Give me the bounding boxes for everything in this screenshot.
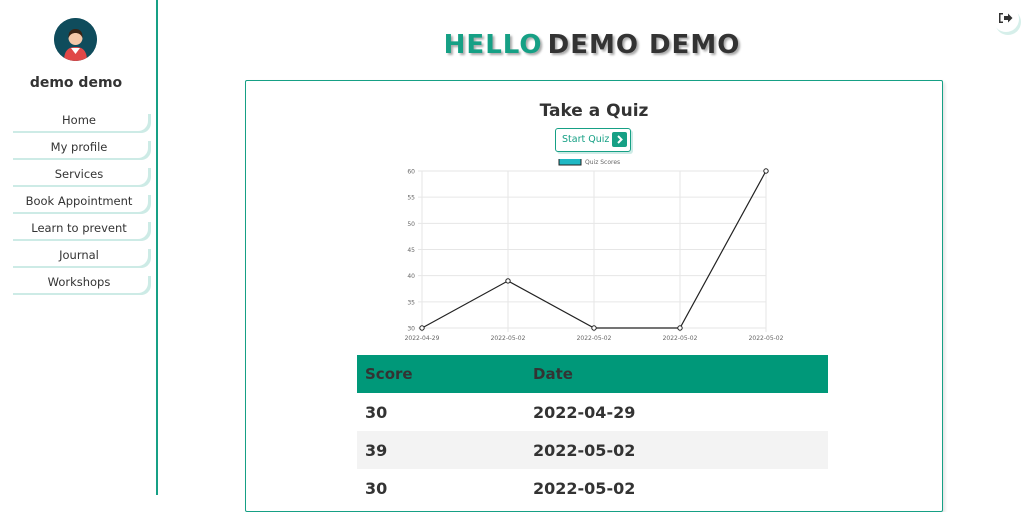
chevron-right-icon <box>612 132 627 147</box>
sidebar-item-learn-to-prevent[interactable]: Learn to prevent <box>10 220 148 239</box>
legend-swatch <box>558 159 582 166</box>
y-tick-label: 60 <box>407 169 415 176</box>
data-point <box>591 325 597 331</box>
x-tick-label: 2022-05-02 <box>749 335 784 342</box>
y-tick-label: 45 <box>407 247 415 254</box>
table-header-date: Date <box>525 355 828 393</box>
scores-table: Score Date 30 2022-04-29 39 2022-05-02 3… <box>357 355 828 507</box>
x-tick-label: 2022-05-02 <box>577 335 612 342</box>
y-tick-label: 55 <box>407 195 415 202</box>
table-header-row: Score Date <box>357 355 828 393</box>
table-cell-date: 2022-05-02 <box>533 478 636 498</box>
table-cell-score: 30 <box>365 478 388 498</box>
sidebar-item-my-profile[interactable]: My profile <box>10 139 148 158</box>
start-quiz-label: Start Quiz <box>562 134 610 145</box>
data-point <box>763 168 769 174</box>
table-row: 39 2022-05-02 <box>357 431 828 469</box>
x-tick-label: 2022-05-02 <box>663 335 698 342</box>
quiz-scores-chart: 30 35 40 45 50 55 60 2022-04-29 2022-05-02 2022-0… <box>405 159 784 342</box>
greeting-text: HELLO <box>443 30 543 60</box>
sidebar-nav: Home My profile Services Book Appointmen… <box>10 112 148 301</box>
sidebar-item-journal[interactable]: Journal <box>10 247 148 266</box>
sidebar: demo demo Home My profile Services Book … <box>0 0 158 495</box>
quiz-card: Take a Quiz Start Quiz 30 35 40 45 50 55 60 202… <box>245 80 943 512</box>
quiz-title: Take a Quiz <box>539 101 649 121</box>
y-tick-label: 50 <box>407 221 415 228</box>
x-tick-label: 2022-04-29 <box>405 335 440 342</box>
sign-out-icon <box>999 13 1013 23</box>
sidebar-item-home[interactable]: Home <box>10 112 148 131</box>
table-header-score: Score <box>357 355 525 393</box>
greeting-name: DEMO DEMO <box>547 30 741 60</box>
table-cell-score: 30 <box>365 402 388 422</box>
table-row: 30 2022-05-02 <box>357 469 828 507</box>
sidebar-item-workshops[interactable]: Workshops <box>10 274 148 293</box>
sidebar-item-book-appointment[interactable]: Book Appointment <box>10 193 148 212</box>
sidebar-item-services[interactable]: Services <box>10 166 148 185</box>
data-point <box>419 325 425 331</box>
table-cell-date: 2022-05-02 <box>525 431 828 469</box>
user-name: demo demo <box>29 75 123 91</box>
y-tick-label: 35 <box>407 299 415 306</box>
data-point <box>505 278 511 284</box>
table-cell-date: 2022-04-29 <box>533 402 636 422</box>
user-avatar-icon <box>54 18 97 61</box>
y-tick-label: 30 <box>407 326 415 333</box>
legend-label: Quiz Scores <box>585 159 620 166</box>
table-row: 30 2022-04-29 <box>357 393 828 431</box>
avatar <box>54 18 97 61</box>
data-point <box>677 325 683 331</box>
table-cell-score: 39 <box>357 431 525 469</box>
x-tick-label: 2022-05-02 <box>491 335 526 342</box>
start-quiz-button[interactable]: Start Quiz <box>555 128 631 152</box>
y-tick-label: 40 <box>407 273 415 280</box>
logout-button[interactable] <box>993 6 1019 32</box>
page-title: HELLO DEMO DEMO <box>0 30 1024 60</box>
